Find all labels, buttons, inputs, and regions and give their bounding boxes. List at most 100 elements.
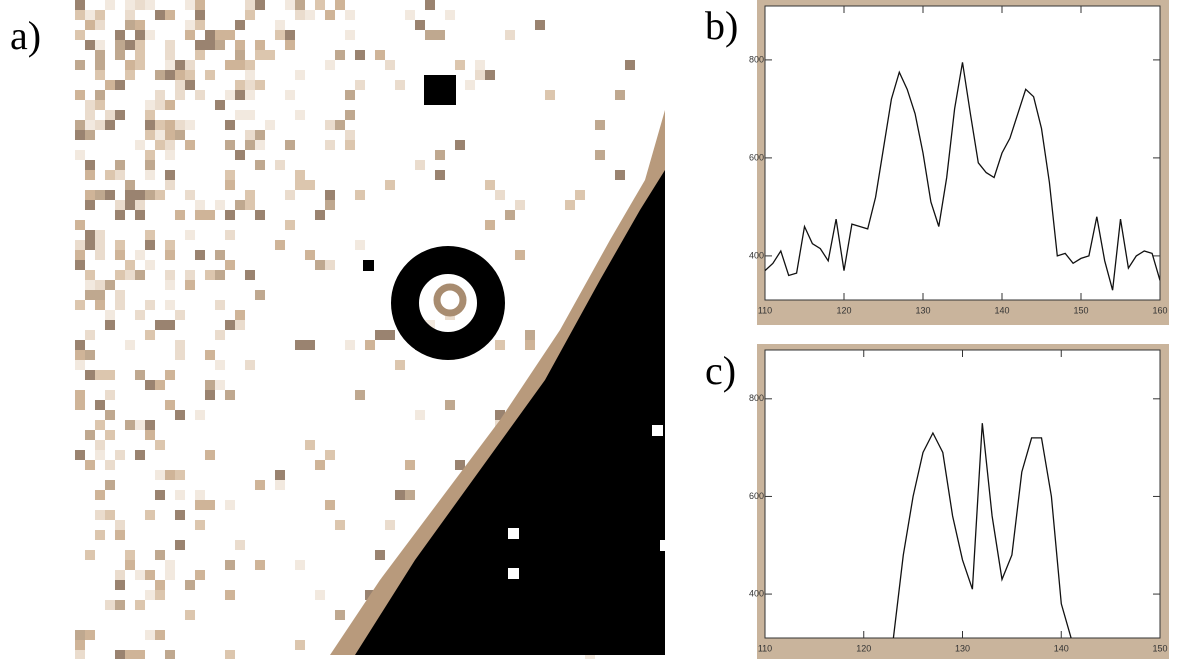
x-tick-label: 150 (1073, 305, 1088, 315)
pixel (225, 210, 235, 220)
pixel (325, 500, 335, 510)
pixel (105, 110, 115, 120)
pixel (115, 240, 125, 250)
pixel (515, 250, 525, 260)
pixel (75, 10, 85, 20)
pixel (195, 200, 205, 210)
pixel (345, 340, 355, 350)
pixel (145, 430, 155, 440)
pixel (95, 20, 105, 30)
pixel (255, 40, 265, 50)
pixel (535, 20, 545, 30)
pixel (105, 390, 115, 400)
pixel (285, 190, 295, 200)
pixel (175, 90, 185, 100)
pixel (165, 570, 175, 580)
pixel (195, 10, 205, 20)
pixel (115, 270, 125, 280)
pixel (95, 400, 105, 410)
pixel (385, 330, 395, 340)
pixel (85, 130, 95, 140)
pixel (165, 280, 175, 290)
pixel (135, 270, 145, 280)
pixel (565, 200, 575, 210)
pixel (165, 320, 175, 330)
pixel (255, 290, 265, 300)
pixel (145, 240, 155, 250)
pixel (355, 80, 365, 90)
pixel (295, 560, 305, 570)
pixel (375, 550, 385, 560)
pixel (85, 290, 95, 300)
pixel (225, 170, 235, 180)
pixel (115, 650, 125, 659)
pixel (245, 140, 255, 150)
pixel (195, 520, 205, 530)
x-tick-label: 130 (915, 305, 930, 315)
pixel (85, 120, 95, 130)
pixel (135, 190, 145, 200)
pixel (115, 250, 125, 260)
pixel (295, 340, 305, 350)
pixel (355, 240, 365, 250)
pixel (395, 360, 405, 370)
pixel (335, 50, 345, 60)
pixel (105, 430, 115, 440)
pixel (165, 370, 175, 380)
pixel (235, 540, 245, 550)
pixel (75, 250, 85, 260)
pixel (175, 80, 185, 90)
pixel (545, 90, 555, 100)
pixel (195, 90, 205, 100)
pixel (95, 50, 105, 60)
pixel (225, 140, 235, 150)
pixel (315, 460, 325, 470)
pixel (335, 0, 345, 10)
pixel (85, 40, 95, 50)
pixel (145, 30, 155, 40)
pixel (325, 60, 335, 70)
pixel (75, 630, 85, 640)
pixel (85, 110, 95, 120)
pixel (185, 140, 195, 150)
pixel (345, 110, 355, 120)
pixel (115, 520, 125, 530)
pixel (235, 320, 245, 330)
pixel (155, 70, 165, 80)
pixel (105, 310, 115, 320)
pixel (235, 200, 245, 210)
pixel (615, 90, 625, 100)
pixel (225, 230, 235, 240)
pixel (145, 110, 155, 120)
pixel (105, 510, 115, 520)
pixel (95, 90, 105, 100)
dark-pixel (363, 260, 374, 271)
pixel (95, 240, 105, 250)
pixel (135, 570, 145, 580)
pixel (115, 300, 125, 310)
pixel (295, 170, 305, 180)
bright-pixel (652, 425, 663, 436)
pixel (125, 40, 135, 50)
pixel (145, 330, 155, 340)
pixel (85, 100, 95, 110)
pixel (195, 250, 205, 260)
pixel (185, 60, 195, 70)
pixel (135, 140, 145, 150)
pixel (155, 490, 165, 500)
pixel (95, 40, 105, 50)
pixel (205, 500, 215, 510)
pixel (165, 250, 175, 260)
pixel (225, 30, 235, 40)
pixel (325, 140, 335, 150)
pixel (475, 60, 485, 70)
pixel (195, 570, 205, 580)
pixel (95, 420, 105, 430)
pixel (195, 50, 205, 60)
pixel (155, 90, 165, 100)
pixel (235, 110, 245, 120)
pixel (95, 60, 105, 70)
pixel (195, 0, 205, 10)
pixel (165, 140, 175, 150)
y-tick-label: 600 (749, 152, 764, 162)
